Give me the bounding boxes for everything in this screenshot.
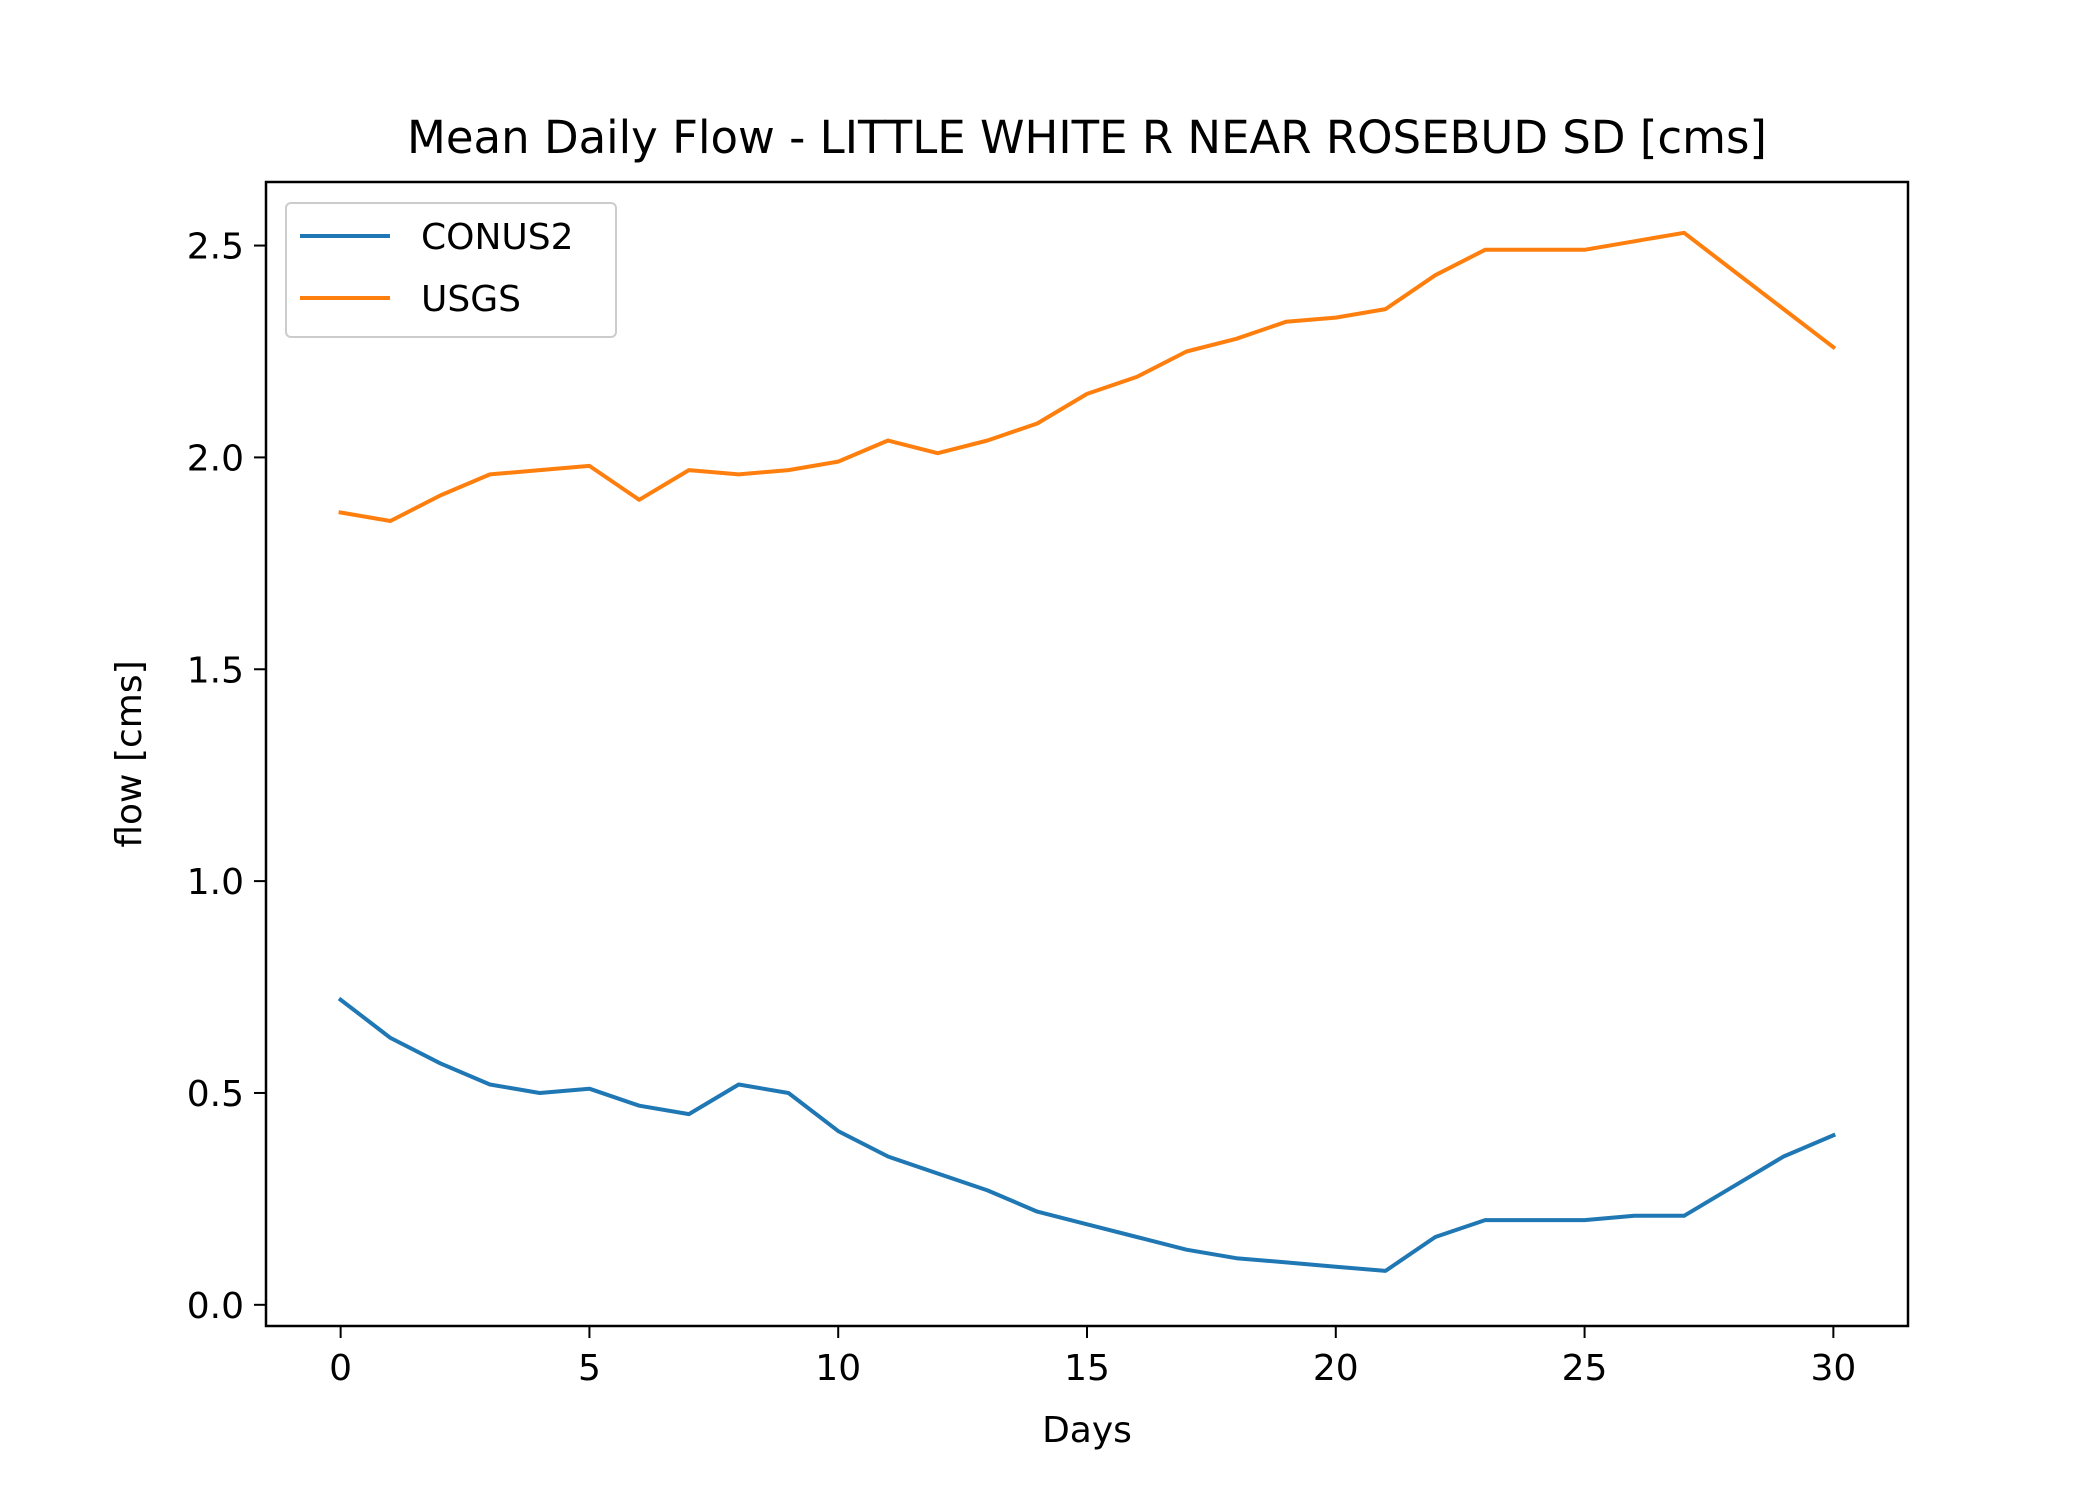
y-tick-label: 1.5	[187, 650, 244, 691]
x-axis: 0 5 10 15 20 25 30	[329, 1326, 1856, 1389]
series-line-conus2	[337, 996, 1837, 1273]
y-tick-label: 0.5	[187, 1074, 244, 1115]
x-tick-label: 5	[578, 1348, 601, 1389]
x-tick-label: 10	[815, 1348, 861, 1389]
y-tick-label: 2.0	[187, 438, 244, 479]
x-axis-label: Days	[1042, 1410, 1132, 1451]
legend-label-usgs: USGS	[421, 279, 521, 320]
y-tick-label: 1.0	[187, 862, 244, 903]
legend-label-conus2: CONUS2	[421, 217, 574, 258]
y-tick-label: 2.5	[187, 227, 244, 268]
legend: CONUS2 USGS	[285, 202, 617, 338]
x-tick-label: 0	[329, 1348, 352, 1389]
series-layer	[337, 230, 1837, 1273]
x-tick-label: 20	[1313, 1348, 1359, 1389]
y-axis-label: flow [cms]	[109, 660, 150, 847]
chart-title: Mean Daily Flow - LITTLE WHITE R NEAR RO…	[407, 111, 1767, 164]
y-tick-label: 0.0	[187, 1286, 244, 1327]
series-line-usgs	[338, 230, 1837, 523]
x-tick-label: 25	[1562, 1348, 1608, 1389]
x-tick-label: 15	[1064, 1348, 1110, 1389]
x-tick-label: 30	[1810, 1348, 1856, 1389]
y-axis: 0.0 0.5 1.0 1.5 2.0 2.5	[187, 227, 266, 1327]
